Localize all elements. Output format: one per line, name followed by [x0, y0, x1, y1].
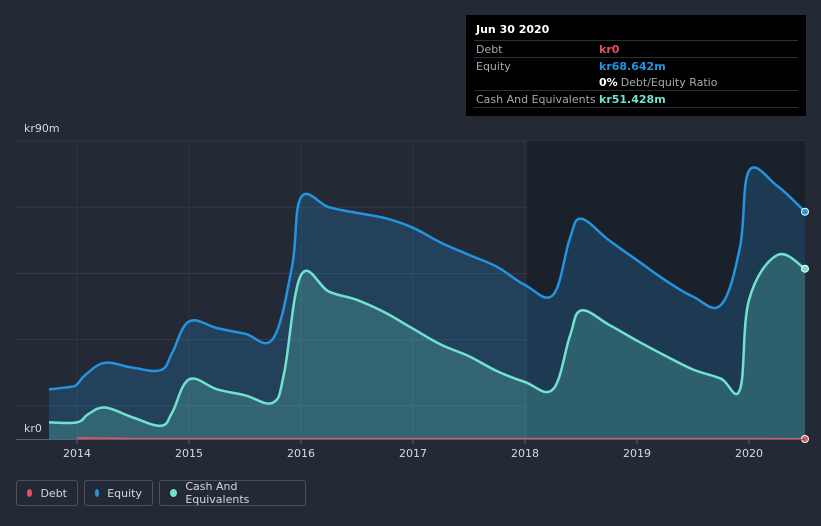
- x-tick-label: 2017: [399, 447, 427, 460]
- tooltip-ratio-label: Debt/Equity Ratio: [620, 75, 718, 89]
- tooltip-row-debt: Debt kr0: [474, 40, 798, 57]
- line-debt: [76, 437, 806, 440]
- cash-dot-icon: [170, 489, 178, 497]
- tooltip-debt-value: kr0: [599, 42, 620, 56]
- line-equity: [48, 166, 806, 391]
- area-cash: [49, 254, 805, 439]
- legend-item-debt[interactable]: Debt: [16, 480, 78, 506]
- tooltip-row-ratio: 0% Debt/Equity Ratio: [474, 74, 798, 90]
- area-equity: [49, 167, 805, 439]
- x-tick-label: 2014: [63, 447, 91, 460]
- series-end-markers: [801, 207, 809, 443]
- y-tick-label-zero: kr0: [24, 422, 42, 435]
- x-tick-label: 2015: [175, 447, 203, 460]
- hover-highlight-band: [527, 141, 805, 439]
- legend: Debt Equity Cash And Equivalents: [16, 480, 306, 506]
- x-tick-label: 2016: [287, 447, 315, 460]
- legend-label-equity: Equity: [107, 486, 142, 500]
- debt-dot-icon: [27, 489, 33, 497]
- series-lines: [48, 166, 806, 440]
- series-areas: [49, 167, 805, 439]
- tooltip-row-equity: Equity kr68.642m: [474, 57, 798, 74]
- tooltip-ratio-value: 0%: [599, 75, 618, 89]
- tooltip-cash-label: Cash And Equivalents: [476, 92, 596, 106]
- legend-item-cash[interactable]: Cash And Equivalents: [159, 480, 306, 506]
- tooltip: Jun 30 2020 Debt kr0 Equity kr68.642m 0%…: [466, 15, 806, 116]
- legend-label-debt: Debt: [40, 486, 67, 500]
- legend-label-cash: Cash And Equivalents: [185, 480, 250, 506]
- x-tick-label: 2019: [623, 447, 651, 460]
- equity-dot-icon: [95, 489, 100, 497]
- tooltip-row-cash: Cash And Equivalents kr51.428m: [474, 90, 798, 107]
- x-tick-label: 2020: [735, 447, 763, 460]
- line-cash: [48, 252, 806, 428]
- tooltip-date: Jun 30 2020: [476, 23, 550, 36]
- tooltip-cash-value: kr51.428m: [599, 92, 666, 106]
- y-tick-label-top: kr90m: [24, 122, 60, 135]
- marker-cash: [801, 264, 809, 273]
- x-tick-label: 2018: [511, 447, 539, 460]
- legend-item-equity[interactable]: Equity: [84, 480, 153, 506]
- marker-equity: [801, 207, 809, 216]
- tooltip-equity-label: Equity: [476, 59, 511, 73]
- tooltip-debt-label: Debt: [476, 42, 503, 56]
- x-axis: 2014 2015 2016 2017 2018 2019 2020: [16, 439, 805, 460]
- tooltip-equity-value: kr68.642m: [599, 59, 666, 73]
